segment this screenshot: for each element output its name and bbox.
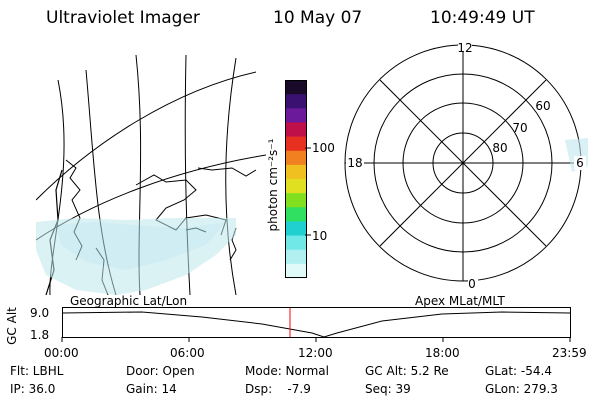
lat-label-70: 70 — [512, 121, 527, 135]
colorbar-unit-label: photon cm⁻²s⁻¹ — [266, 138, 280, 232]
colorbar-segment — [285, 122, 307, 138]
info-glat: GLat: -54.4 — [485, 364, 552, 378]
info-flt: Flt: LBHL — [10, 364, 64, 378]
colorbar-tick-100: 100 — [312, 141, 335, 155]
alt-xtick-0: 00:00 — [44, 346, 79, 360]
mlt-label-0: 0 — [468, 277, 476, 291]
info-gain: Gain: 14 — [126, 382, 177, 396]
mlt-line-diag — [379, 79, 547, 247]
colorbar-segment — [285, 108, 307, 123]
polar-plot: 12 18 6 0 60 70 80 — [344, 40, 588, 291]
mlt-label-18: 18 — [347, 156, 362, 170]
lat-label-60: 60 — [535, 99, 550, 113]
info-mode: Mode: Normal — [245, 364, 329, 378]
alt-ylabel: GC Alt — [4, 307, 19, 345]
colorbar-segment — [285, 80, 307, 95]
alt-xtick-3: 18:00 — [425, 346, 460, 360]
lat-label-80: 80 — [492, 141, 507, 155]
geo-map-panel — [36, 54, 266, 295]
colorbar-segment — [285, 150, 307, 166]
info-glon: GLon: 279.3 — [485, 382, 558, 396]
coastline — [197, 167, 257, 177]
alt-plot — [61, 307, 571, 342]
alt-ytick-high: 9.0 — [30, 306, 50, 320]
colorbar-segment — [285, 235, 307, 251]
colorbar-segment — [285, 263, 307, 279]
header-time: 10:49:49 UT — [430, 8, 535, 28]
geo-map-label: Geographic Lat/Lon — [70, 294, 188, 308]
info-dsp: Dsp: -7.9 — [245, 382, 311, 396]
meridian-line — [225, 57, 237, 295]
altitude-curve — [61, 311, 571, 338]
info-ip: IP: 36.0 — [10, 382, 56, 396]
colorbar-tick-10: 10 — [312, 229, 328, 243]
colorbar-segment — [285, 179, 307, 194]
uv-emission-region — [36, 218, 236, 295]
colorbar — [285, 80, 307, 279]
alt-xtick-4: 23:59 — [552, 346, 587, 360]
info-gcalt: GC Alt: 5.2 Re — [365, 364, 449, 378]
colorbar-segment — [285, 164, 307, 180]
alt-xtick-2: 12:00 — [298, 346, 333, 360]
latitude-line — [36, 71, 257, 201]
colorbar-segment — [285, 136, 307, 152]
mlt-label-6: 6 — [576, 156, 584, 170]
polar-label: Apex MLat/MLT — [415, 294, 505, 308]
colorbar-segment — [285, 221, 307, 237]
coastline — [135, 174, 227, 236]
app-title: Ultraviolet Imager — [46, 8, 200, 28]
header-date: 10 May 07 — [273, 8, 363, 28]
info-door: Door: Open — [126, 364, 195, 378]
colorbar-ticks — [305, 147, 311, 236]
colorbar-segment — [285, 193, 307, 208]
info-seq: Seq: 39 — [365, 382, 411, 396]
colorbar-segment — [285, 94, 307, 109]
colorbar-segment — [285, 249, 307, 265]
alt-xtick-1: 06:00 — [170, 346, 205, 360]
colorbar-segment — [285, 207, 307, 222]
mlt-label-12: 12 — [457, 41, 472, 55]
alt-ytick-low: 1.8 — [30, 328, 50, 342]
